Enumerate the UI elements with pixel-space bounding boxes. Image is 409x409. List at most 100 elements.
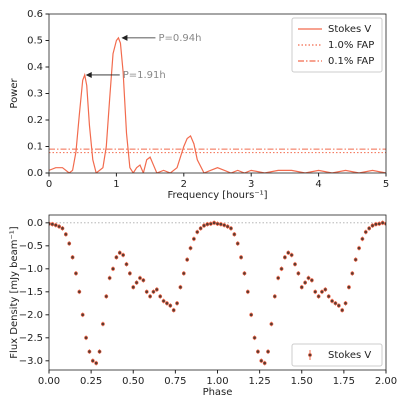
point bbox=[259, 358, 264, 363]
legend-box bbox=[291, 343, 383, 367]
x-tick-label: 3 bbox=[248, 179, 254, 190]
x-tick-label: 2.00 bbox=[375, 376, 397, 387]
point bbox=[154, 287, 159, 292]
line bbox=[49, 36, 386, 173]
x-tick-label: 1.25 bbox=[248, 376, 270, 387]
point bbox=[360, 237, 365, 241]
point bbox=[192, 237, 196, 241]
point bbox=[121, 253, 126, 257]
point bbox=[266, 349, 270, 354]
point bbox=[239, 255, 243, 260]
point bbox=[171, 308, 176, 313]
point bbox=[60, 226, 65, 231]
legend-label: Stokes V bbox=[328, 350, 371, 361]
point bbox=[141, 278, 146, 283]
annotation: P=0.94h bbox=[158, 33, 201, 44]
x-tick-label: 1.50 bbox=[291, 376, 313, 387]
point bbox=[134, 280, 139, 285]
x-tick-label: 0.00 bbox=[38, 376, 60, 387]
x-tick-label: 0.50 bbox=[122, 376, 144, 387]
point bbox=[306, 276, 311, 280]
point bbox=[303, 280, 308, 285]
point bbox=[286, 250, 291, 255]
x-tick-label: 2 bbox=[181, 179, 187, 190]
point bbox=[330, 299, 334, 303]
x-axis-label: Phase bbox=[203, 387, 233, 398]
legend-label: Stokes V bbox=[328, 24, 371, 35]
x-tick-label: 1 bbox=[113, 179, 119, 190]
y-tick-label: −1.5 bbox=[19, 287, 43, 298]
annotation: P=1.91h bbox=[123, 70, 166, 81]
point bbox=[198, 226, 203, 231]
point bbox=[272, 294, 277, 299]
point bbox=[117, 250, 122, 255]
y-tick-label: 0.3 bbox=[27, 89, 43, 100]
point bbox=[249, 312, 254, 317]
point bbox=[202, 223, 206, 228]
point bbox=[340, 308, 345, 313]
legend-label: 0.1% FAP bbox=[328, 56, 374, 67]
y-tick-label: 0.1 bbox=[27, 142, 43, 153]
x-axis-label: Frequency [hours⁻¹] bbox=[167, 190, 267, 201]
point bbox=[50, 222, 55, 227]
point bbox=[347, 285, 351, 290]
point bbox=[107, 276, 112, 280]
point bbox=[309, 278, 314, 283]
point bbox=[252, 335, 257, 340]
x-tick-label: 5 bbox=[383, 179, 389, 190]
point bbox=[367, 226, 372, 231]
point bbox=[363, 230, 368, 234]
legend-swatch bbox=[308, 353, 312, 357]
point bbox=[282, 255, 287, 260]
point bbox=[229, 226, 233, 231]
point bbox=[70, 255, 75, 260]
point bbox=[131, 285, 136, 290]
x-tick-label: 1.75 bbox=[333, 376, 355, 387]
y-tick-label: 0.5 bbox=[27, 36, 43, 47]
axes-frame bbox=[48, 214, 387, 371]
y-tick-label: 0.4 bbox=[27, 62, 43, 73]
point bbox=[269, 322, 274, 326]
point bbox=[178, 285, 183, 290]
point bbox=[148, 294, 153, 299]
point bbox=[144, 289, 149, 294]
y-tick-label: −2.0 bbox=[19, 310, 43, 321]
point bbox=[77, 289, 82, 294]
point bbox=[336, 303, 341, 308]
point bbox=[57, 224, 62, 229]
point bbox=[225, 224, 230, 229]
point bbox=[222, 223, 227, 228]
plot-area bbox=[49, 36, 386, 173]
point bbox=[80, 312, 85, 317]
point bbox=[97, 349, 102, 354]
y-tick-label: 0.0 bbox=[27, 168, 43, 179]
point bbox=[161, 299, 166, 303]
y-axis-label: Power bbox=[9, 77, 20, 108]
point bbox=[232, 232, 237, 237]
point bbox=[316, 294, 321, 299]
point bbox=[370, 223, 375, 228]
point bbox=[185, 257, 190, 262]
point bbox=[63, 232, 68, 237]
point bbox=[296, 271, 301, 276]
point bbox=[373, 222, 378, 227]
point bbox=[53, 223, 58, 228]
point bbox=[212, 220, 217, 225]
x-tick-label: 0.25 bbox=[80, 376, 102, 387]
point bbox=[323, 287, 328, 292]
point bbox=[74, 271, 78, 276]
x-tick-label: 4 bbox=[315, 179, 321, 190]
arrow-head bbox=[85, 71, 92, 78]
y-axis-label: Flux Density [mJy beam⁻¹] bbox=[9, 226, 20, 359]
point bbox=[256, 349, 260, 354]
point bbox=[67, 241, 72, 246]
point bbox=[175, 301, 179, 306]
point bbox=[313, 289, 318, 294]
axes-frame bbox=[48, 13, 387, 174]
point bbox=[208, 221, 213, 226]
y-tick-label: −3.0 bbox=[19, 356, 43, 367]
arrow-head bbox=[121, 34, 128, 41]
x-tick-label: 0 bbox=[46, 179, 52, 190]
y-tick-label: 0.6 bbox=[27, 9, 43, 20]
point bbox=[276, 276, 281, 280]
